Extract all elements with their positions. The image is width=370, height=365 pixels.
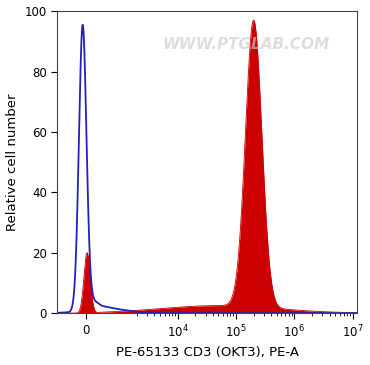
X-axis label: PE-65133 CD3 (OKT3), PE-A: PE-65133 CD3 (OKT3), PE-A <box>116 346 299 359</box>
Y-axis label: Relative cell number: Relative cell number <box>6 93 19 231</box>
Text: WWW.PTGLAB.COM: WWW.PTGLAB.COM <box>163 37 330 52</box>
